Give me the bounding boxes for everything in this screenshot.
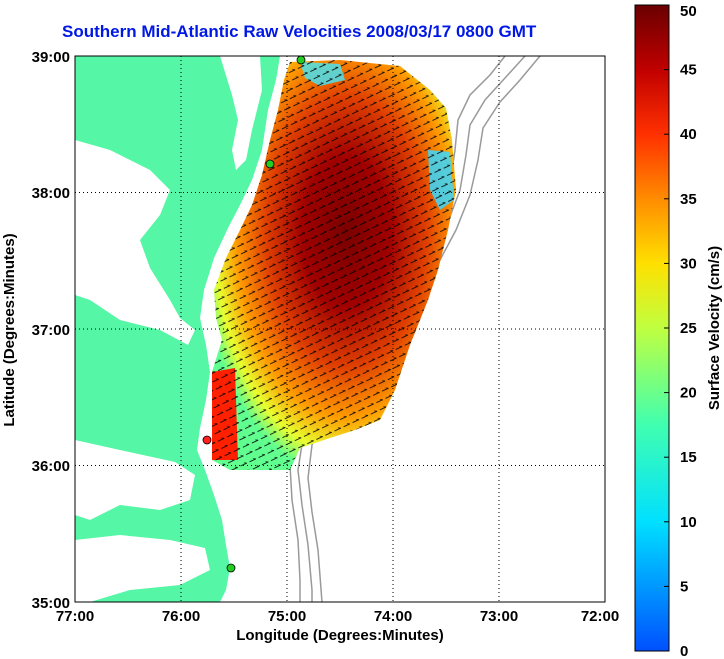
colorbar-tick-label: 10 bbox=[680, 514, 697, 531]
colorbar-tick-label: 50 bbox=[680, 3, 697, 20]
x-tick-label: 77:00 bbox=[56, 608, 94, 625]
colorbar-tick-label: 35 bbox=[680, 191, 697, 208]
x-tick-label: 74:00 bbox=[374, 608, 412, 625]
colorbar-tick-label: 30 bbox=[680, 255, 697, 272]
y-axis: 39:00 38:00 37:00 36:00 35:00 Latitude (… bbox=[1, 49, 70, 612]
colorbar-tick-label: 15 bbox=[680, 449, 697, 466]
station-marker bbox=[265, 159, 275, 169]
x-tick-label: 76:00 bbox=[162, 608, 200, 625]
y-tick-label: 37:00 bbox=[32, 322, 70, 339]
delaware-bay bbox=[220, 56, 262, 170]
station-marker bbox=[296, 56, 306, 65]
y-tick-label: 39:00 bbox=[32, 49, 70, 66]
colorbar-tick-label: 25 bbox=[680, 320, 697, 337]
albemarle-sound bbox=[75, 440, 195, 520]
x-axis: 77:00 76:00 75:00 74:00 73:00 72:00 Long… bbox=[56, 608, 619, 644]
colorbar-tick-label: 0 bbox=[680, 643, 688, 659]
chesapeake-bay bbox=[75, 140, 195, 345]
colorbar: 0 5 10 15 20 25 30 35 40 45 50 Surface Velocity (c… bbox=[634, 3, 723, 659]
figure-title: Southern Mid-Atlantic Raw Velocities 200… bbox=[62, 22, 537, 41]
y-tick-label: 36:00 bbox=[32, 458, 70, 475]
colorbar-tick-label: 20 bbox=[680, 385, 697, 402]
x-tick-label: 73:00 bbox=[480, 608, 518, 625]
station-marker bbox=[226, 563, 236, 573]
colorbar-tick-label: 40 bbox=[680, 126, 697, 143]
grid bbox=[75, 56, 605, 602]
colorbar-gradient bbox=[634, 4, 670, 652]
x-tick-label: 72:00 bbox=[581, 608, 619, 625]
y-tick-label: 35:00 bbox=[32, 595, 70, 612]
colorbar-tick-label: 45 bbox=[680, 62, 697, 79]
x-axis-label: Longitude (Degrees:Minutes) bbox=[236, 627, 444, 644]
station-marker bbox=[202, 435, 212, 445]
y-axis-label: Latitude (Degrees:Minutes) bbox=[1, 233, 18, 426]
x-tick-label: 75:00 bbox=[268, 608, 306, 625]
colorbar-label: Surface Velocity (cm/s) bbox=[706, 246, 723, 410]
colorbar-tick-label: 5 bbox=[680, 578, 688, 595]
pamlico-sound bbox=[75, 535, 210, 602]
y-tick-label: 38:00 bbox=[32, 185, 70, 202]
